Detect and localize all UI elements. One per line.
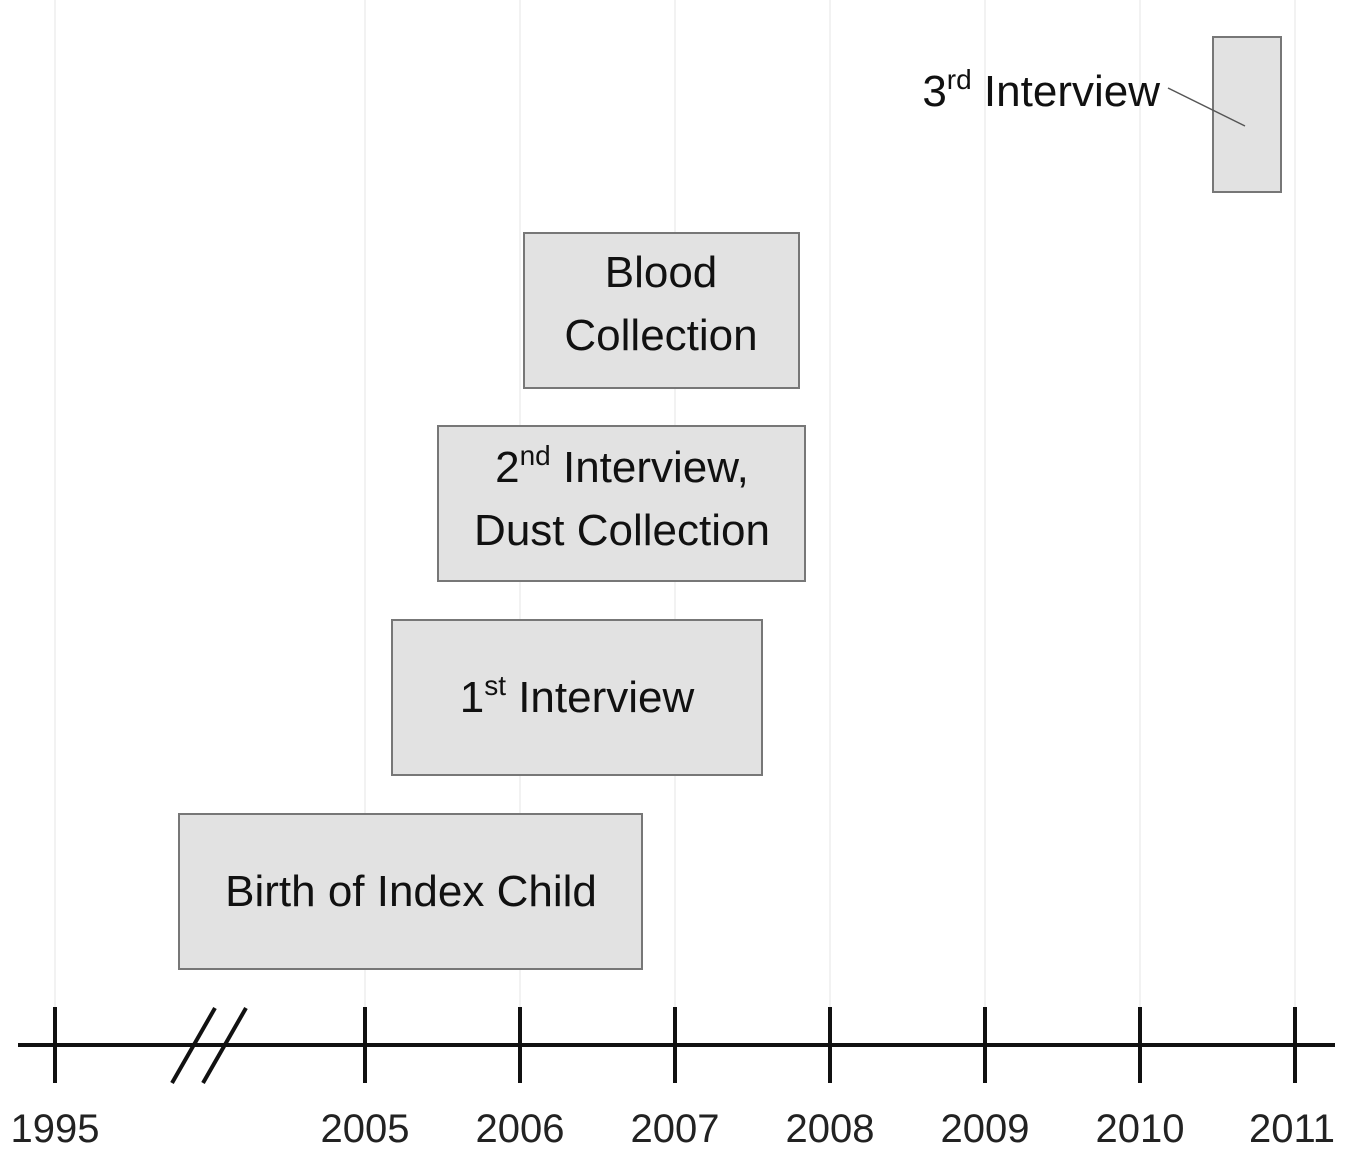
- node-label: 2nd Interview,: [495, 440, 749, 492]
- label-superscript: st: [484, 670, 506, 701]
- label-text: 1: [460, 673, 484, 722]
- year-label: 2007: [631, 1107, 720, 1151]
- box-2nd-interview: [437, 425, 806, 582]
- year-label: 2005: [321, 1107, 410, 1151]
- node-label: Birth of Index Child: [225, 867, 597, 916]
- node-label: Blood: [605, 248, 718, 297]
- label-text: Interview: [972, 67, 1161, 116]
- box-birth: [178, 813, 643, 970]
- year-label: 2006: [476, 1107, 565, 1151]
- label-text: Blood: [605, 248, 718, 297]
- year-label: 2009: [941, 1107, 1030, 1151]
- year-label: 2011: [1249, 1107, 1335, 1151]
- axis-break: [170, 1007, 217, 1084]
- label-text: 2: [495, 443, 519, 492]
- label-superscript: nd: [520, 440, 551, 471]
- label-text: Dust Collection: [474, 506, 770, 555]
- year-label: 2010: [1096, 1107, 1185, 1151]
- label-text: Interview,: [551, 443, 749, 492]
- label-text: Collection: [564, 311, 757, 360]
- node-label: 3rd Interview: [922, 64, 1160, 116]
- axis-break: [201, 1007, 248, 1084]
- label-text: Interview: [506, 673, 695, 722]
- node-label: 1st Interview: [460, 670, 695, 722]
- node-label: Collection: [564, 311, 757, 360]
- box-1st-interview: [391, 619, 763, 776]
- label-text: Birth of Index Child: [225, 867, 597, 916]
- node-label: Dust Collection: [474, 506, 770, 555]
- year-label: 1995: [11, 1107, 100, 1151]
- year-label: 2008: [786, 1107, 875, 1151]
- label-text: 3: [922, 67, 946, 116]
- leader-line: [1167, 87, 1246, 127]
- label-superscript: rd: [947, 64, 972, 95]
- box-blood-collection: [523, 232, 800, 389]
- box-3rd-interview: [1212, 36, 1282, 193]
